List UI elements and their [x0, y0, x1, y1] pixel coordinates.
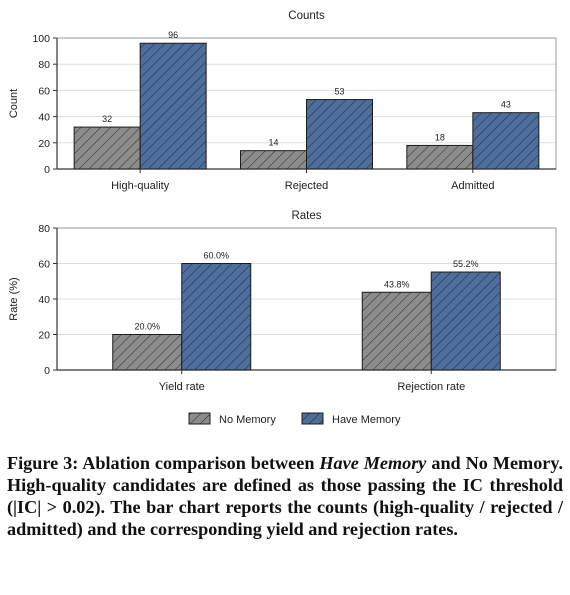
y-tick-label: 0	[44, 365, 50, 377]
y-tick-label: 80	[38, 223, 50, 235]
bar-have-memory	[306, 99, 373, 170]
bar-have-memory	[430, 271, 501, 371]
figure-chart: Counts 0 20 40 60 80 100 Count 32 96 High-quality 1…	[8, 10, 557, 426]
y-tick-label: 0	[44, 164, 50, 176]
bar-have-memory	[472, 112, 540, 170]
bar-no-memory	[240, 150, 307, 170]
rates-panel: Rates 0 20 40 60 80 Rate (%) 20.0% 60.0% Yield ra…	[8, 210, 557, 393]
legend: No Memory Have Memory	[188, 412, 401, 426]
data-label: 32	[102, 114, 112, 124]
data-label: 60.0%	[203, 251, 229, 261]
y-tick-label: 60	[38, 85, 50, 97]
chart-title: Counts	[288, 10, 325, 22]
data-label: 43	[501, 100, 511, 110]
caption-rest: and No Memory. High-quality candidates a…	[7, 453, 563, 539]
y-tick-label: 80	[38, 59, 50, 71]
bar-have-memory	[139, 42, 207, 170]
legend-swatch	[301, 412, 324, 425]
bar-have-memory	[181, 263, 252, 371]
x-tick-label: Rejection rate	[397, 381, 465, 393]
bar-no-memory	[361, 291, 432, 371]
legend-swatch	[188, 412, 211, 425]
x-tick-label: High-quality	[111, 180, 170, 192]
bar-no-memory	[73, 126, 141, 170]
chart-title: Rates	[291, 210, 321, 222]
data-label: 14	[268, 138, 278, 148]
data-label: 20.0%	[134, 322, 160, 332]
bar-no-memory	[406, 144, 474, 170]
x-tick-label: Yield rate	[159, 381, 205, 393]
y-axis-label: Count	[8, 89, 20, 118]
y-axis-label: Rate (%)	[8, 277, 20, 320]
y-tick-label: 20	[38, 138, 50, 150]
x-tick-label: Rejected	[285, 180, 328, 192]
data-label: 53	[334, 87, 344, 97]
bar-no-memory	[112, 334, 183, 371]
data-label: 96	[168, 30, 178, 40]
y-tick-label: 60	[38, 259, 50, 271]
figure-caption: Figure 3: Ablation comparison between Ha…	[7, 452, 563, 540]
counts-panel: Counts 0 20 40 60 80 100 Count 32 96 High-quality 1…	[8, 10, 557, 192]
y-tick-label: 40	[38, 112, 50, 124]
data-label: 55.2%	[453, 259, 479, 269]
data-label: 43.8%	[384, 279, 410, 289]
caption-emphasis: Have Memory	[319, 453, 427, 473]
data-label: 18	[435, 132, 445, 142]
y-tick-label: 100	[32, 33, 50, 45]
legend-label: No Memory	[219, 414, 276, 426]
y-tick-label: 40	[38, 294, 50, 306]
caption-prefix: Figure 3: Ablation comparison between	[7, 453, 320, 473]
y-tick-label: 20	[38, 330, 50, 342]
legend-label: Have Memory	[332, 414, 401, 426]
x-tick-label: Admitted	[451, 180, 494, 192]
